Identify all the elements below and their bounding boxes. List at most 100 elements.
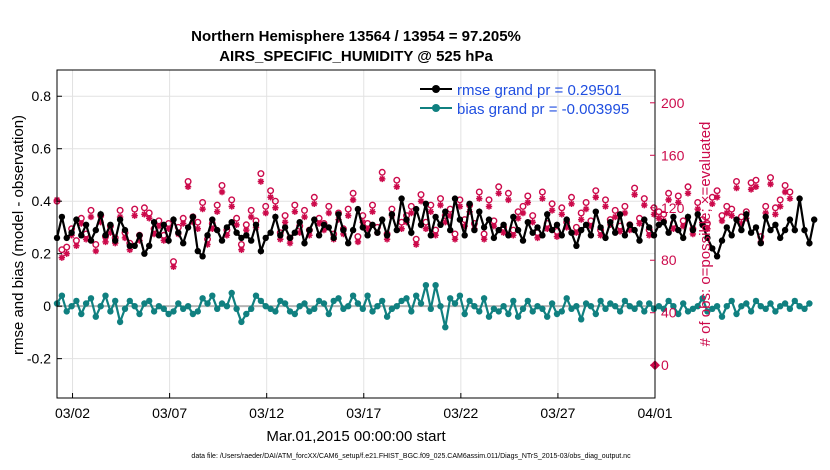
data-point [112,237,119,244]
data-point [417,221,425,228]
evaluated-obs-marker [597,232,604,239]
data-point [180,240,187,247]
data-point [811,216,818,223]
evaluated-obs-marker [82,236,90,243]
data-point [524,297,531,305]
data-point [466,297,473,305]
evaluated-obs-marker [233,221,240,229]
possible-obs-marker [344,205,352,213]
data-point [150,308,158,315]
evaluated-obs-marker [777,203,784,210]
data-point [393,303,400,310]
possible-obs-marker [233,214,241,222]
data-point [306,308,313,315]
possible-obs-marker [665,189,673,197]
data-point [68,303,75,310]
data-point [636,300,643,307]
data-point [281,224,289,231]
data-point [427,305,434,312]
evaluated-obs-marker [645,232,653,239]
evaluated-obs-marker [480,236,488,243]
data-point [505,232,512,239]
y-tick-label: 0.2 [32,246,52,262]
data-point [476,308,483,315]
evaluated-obs-marker [281,218,289,226]
data-point [398,297,405,305]
data-point [699,295,706,302]
possible-obs-marker [558,204,566,212]
possible-obs-marker [349,189,357,197]
data-point [490,234,498,242]
possible-obs-marker [529,212,537,220]
data-point [626,221,633,228]
evaluated-obs-marker [446,212,454,219]
data-point [87,237,95,244]
data-point [92,313,100,320]
evaluated-obs-marker [422,225,430,232]
data-point [243,232,250,239]
data-point [777,234,784,242]
possible-obs-marker [291,201,299,209]
series-layer [53,168,818,371]
evaluated-obs-marker [359,218,366,226]
data-point [806,240,813,247]
data-point [466,200,473,207]
data-point [126,297,133,305]
data-point [641,216,648,223]
data-point [369,308,376,315]
evaluated-obs-marker [709,200,716,208]
y-right-axis-ticks: 0 40 80 120 160 200 [650,95,685,373]
possible-obs-marker [267,187,275,195]
evaluated-obs-marker [641,201,648,209]
data-point [752,224,760,231]
data-point [427,232,434,239]
evaluated-obs-marker [539,195,546,202]
data-point [636,237,643,244]
evaluated-obs-marker [349,196,357,204]
possible-obs-marker [495,183,503,191]
data-point [291,229,298,236]
data-point [772,308,779,315]
evaluated-obs-marker [301,213,308,221]
possible-obs-marker [504,189,512,197]
data-point [131,303,138,310]
evaluated-obs-marker [490,222,498,230]
data-point [58,292,66,299]
data-point [796,303,803,310]
evaluated-obs-marker [592,194,599,201]
data-point [747,229,755,236]
data-point [480,224,488,231]
possible-obs-marker [63,243,71,251]
evaluated-obs-marker [379,175,386,183]
data-point [422,200,430,207]
evaluated-obs-marker [636,220,643,227]
evaluated-obs-marker [286,239,294,247]
data-point [97,303,104,310]
data-point [330,297,337,305]
data-point [743,300,750,307]
data-point [738,226,745,234]
possible-obs-marker [179,214,187,222]
evaluated-obs-marker [519,209,527,217]
data-point [568,305,575,312]
data-point [660,219,667,226]
possible-obs-marker [451,230,459,238]
possible-obs-marker [228,196,236,204]
data-point [713,303,721,310]
y-right-tick-label: 200 [661,95,685,111]
evaluated-obs-marker [500,229,507,236]
data-point [369,221,376,228]
data-point [767,226,774,234]
data-point [97,211,104,218]
data-point [272,308,279,315]
data-point [165,310,172,318]
evaluated-obs-marker [238,246,245,253]
data-point [553,221,561,228]
data-point [738,303,745,310]
data-point [680,234,687,242]
evaluated-obs-marker [364,225,371,232]
evaluated-obs-marker [713,194,721,201]
data-point [393,226,400,234]
data-point [456,216,464,223]
y-right-tick-label: 120 [661,200,685,216]
